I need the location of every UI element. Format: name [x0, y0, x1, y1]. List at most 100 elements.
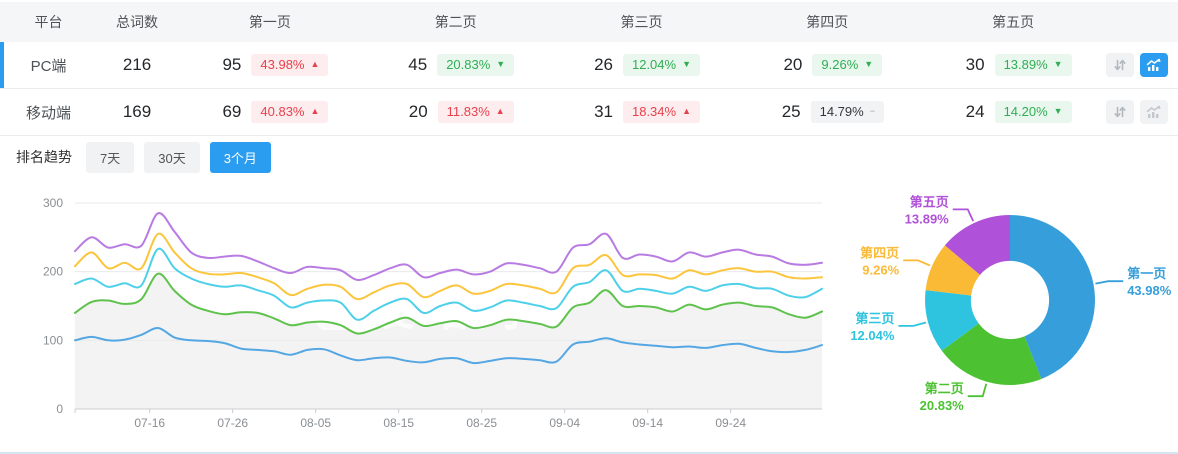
up-arrow-icon: ▲ [310, 59, 320, 70]
donut-label-percent: 20.83% [920, 398, 965, 413]
page-count: 45 [408, 54, 428, 74]
page-count: 95 [222, 54, 242, 74]
platform-name: PC端 [30, 57, 67, 75]
page4-cell: 25 14.79% − [734, 100, 920, 124]
column-page3: 第三页 [620, 14, 663, 30]
sort-arrows-icon [1114, 106, 1126, 118]
page5-cell: 24 14.20% ▼ [920, 100, 1106, 124]
flat-dash-icon: − [869, 106, 875, 117]
table-row-pc[interactable]: PC端 216 95 43.98% ▲ 45 20.83% ▼ 26 12.04% ▼… [0, 42, 1178, 89]
svg-text:200: 200 [43, 265, 63, 279]
donut-slice [925, 245, 981, 296]
trend-section-header: 排名趋势 7天 30天 3个月 [0, 136, 1178, 178]
trend-chart-button[interactable] [1140, 53, 1168, 77]
trend-chart-button[interactable] [1140, 100, 1168, 124]
donut-slice [1010, 215, 1095, 379]
svg-text:08-15: 08-15 [383, 416, 414, 430]
down-arrow-icon: ▼ [682, 59, 691, 70]
donut-slice [944, 215, 1010, 275]
svg-text:07-16: 07-16 [134, 416, 165, 430]
total-words-value: 216 [122, 55, 152, 74]
sort-button[interactable] [1106, 100, 1134, 124]
svg-text:09-24: 09-24 [715, 416, 746, 430]
up-arrow-icon: ▲ [310, 106, 320, 117]
column-page2: 第二页 [434, 14, 477, 30]
page-count: 30 [965, 54, 985, 74]
svg-text:09-14: 09-14 [632, 416, 663, 430]
change-badge: 20.83% ▼ [437, 53, 515, 77]
svg-text:0: 0 [56, 402, 63, 416]
change-badge: 14.20% ▼ [994, 100, 1072, 124]
column-platform: 平台 [34, 14, 63, 30]
change-badge: 9.26% ▼ [812, 53, 883, 77]
column-total-words: 总词数 [116, 14, 158, 30]
sort-button[interactable] [1106, 53, 1134, 77]
change-badge: 40.83% ▲ [251, 100, 329, 124]
page-count: 31 [594, 101, 613, 121]
donut-label-name: 第五页 [910, 194, 949, 209]
change-badge: 13.89% ▼ [994, 53, 1072, 77]
donut-label-name: 第四页 [860, 245, 899, 260]
donut-label-percent: 13.89% [905, 211, 950, 226]
change-badge: 14.79% − [810, 100, 884, 124]
sort-arrows-icon [1114, 59, 1126, 71]
watermark: 爱站网 [317, 286, 528, 335]
table-row-mobile[interactable]: 移动端 169 69 40.83% ▲ 20 11.83% ▲ 31 18.34% ▲… [0, 89, 1178, 136]
svg-text:08-05: 08-05 [300, 416, 331, 430]
change-badge: 12.04% ▼ [622, 53, 700, 77]
page1-cell: 95 43.98% ▲ [177, 53, 363, 77]
donut-slice [941, 323, 1042, 385]
total-words-value: 169 [122, 102, 152, 121]
down-arrow-icon: ▼ [1053, 59, 1063, 70]
trend-chart-icon [1146, 105, 1161, 118]
page2-cell: 20 11.83% ▲ [363, 100, 549, 124]
column-page5: 第五页 [992, 14, 1035, 30]
page3-cell: 26 12.04% ▼ [549, 53, 735, 77]
svg-text:07-26: 07-26 [217, 416, 248, 430]
down-arrow-icon: ▼ [864, 59, 874, 70]
page-count: 24 [965, 101, 985, 121]
column-page1: 第一页 [248, 14, 291, 30]
page5-cell: 30 13.89% ▼ [920, 53, 1106, 77]
table-header: 平台 总词数 第一页 第二页 第三页 第四页 第五页 [0, 2, 1178, 42]
page2-cell: 45 20.83% ▼ [363, 53, 549, 77]
change-badge: 18.34% ▲ [622, 100, 700, 124]
up-arrow-icon: ▲ [495, 106, 505, 117]
page-count: 69 [222, 101, 242, 121]
change-badge: 43.98% ▲ [251, 53, 329, 77]
down-arrow-icon: ▼ [496, 59, 506, 70]
donut-label-percent: 12.04% [850, 328, 895, 343]
row-actions [1106, 100, 1178, 124]
platform-name: 移动端 [25, 104, 71, 122]
trend-line-chart: 07-16 07-26 08-05 08-15 08-25 09-04 09-14 09-24… [43, 196, 823, 430]
tab-3months[interactable]: 3个月 [209, 141, 271, 173]
donut-label-name: 第二页 [925, 381, 964, 396]
page-distribution-donut: 第一页 43.98% 第二页 20.83% 第三页 12.04% 第四页 9.26% 第五页 13… [850, 194, 1172, 413]
page3-cell: 31 18.34% ▲ [549, 100, 735, 124]
donut-label-percent: 43.98% [1127, 283, 1172, 298]
tab-7days[interactable]: 7天 [86, 141, 135, 173]
svg-text:08-25: 08-25 [466, 416, 497, 430]
donut-slice [925, 290, 979, 351]
page4-cell: 20 9.26% ▼ [734, 53, 920, 77]
change-badge: 11.83% ▲ [437, 100, 514, 124]
page-count: 25 [781, 101, 801, 121]
trend-section-title: 排名趋势 [16, 149, 72, 165]
donut-label-percent: 9.26% [862, 262, 899, 277]
page-count: 26 [594, 54, 613, 74]
donut-label-name: 第一页 [1127, 266, 1166, 281]
charts-area: 07-16 07-26 08-05 08-15 08-25 09-04 09-14 09-24… [0, 178, 1178, 446]
svg-text:300: 300 [43, 196, 63, 210]
page-count: 20 [783, 54, 803, 74]
tab-30days[interactable]: 30天 [144, 141, 200, 173]
page1-cell: 69 40.83% ▲ [177, 100, 363, 124]
column-page4: 第四页 [806, 14, 849, 30]
svg-text:09-04: 09-04 [549, 416, 580, 430]
up-arrow-icon: ▲ [682, 106, 691, 117]
svg-text:爱站网: 爱站网 [372, 286, 528, 335]
down-arrow-icon: ▼ [1053, 106, 1063, 117]
page-count: 20 [408, 101, 428, 121]
donut-label-name: 第三页 [855, 311, 894, 326]
svg-text:100: 100 [43, 333, 63, 347]
trend-chart-icon [1146, 58, 1161, 71]
